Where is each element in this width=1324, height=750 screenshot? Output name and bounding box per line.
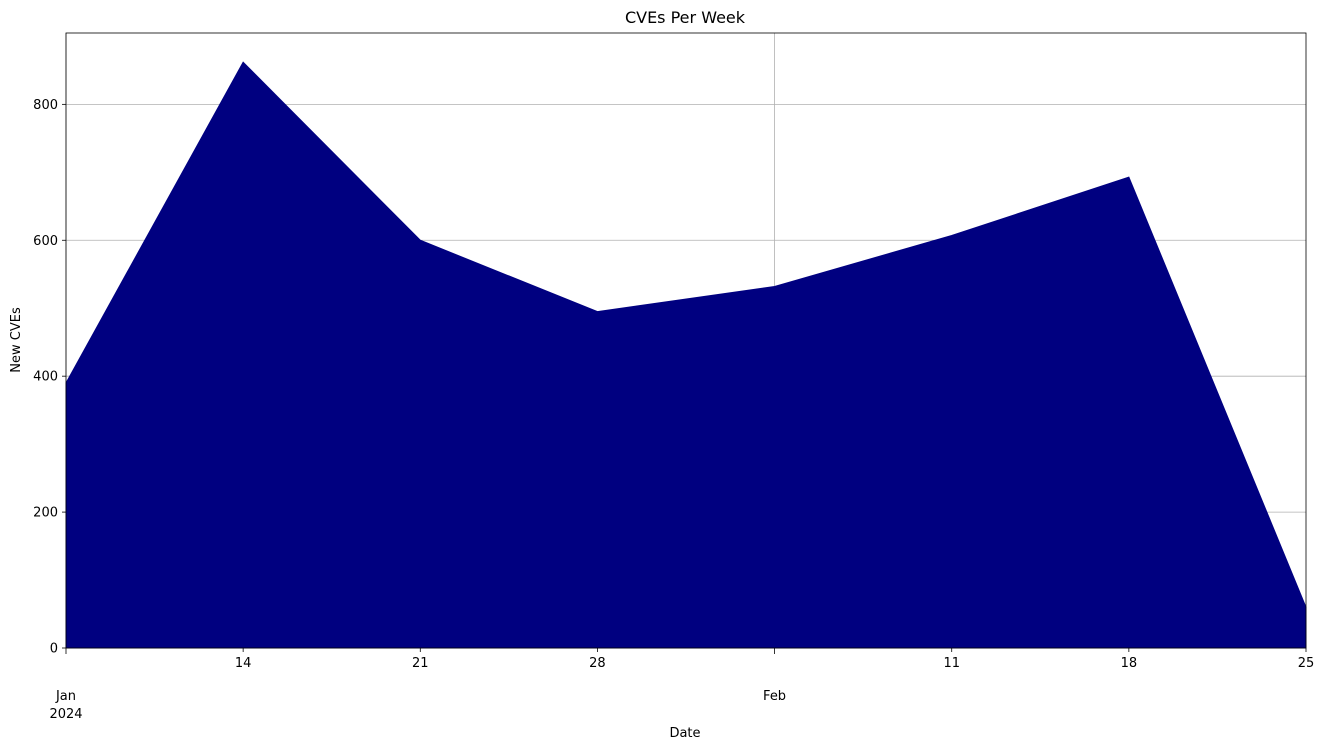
x-tick-label: 28 <box>589 656 606 671</box>
ticks-layer: 0 200 400 600 800 Jan 2024 14 21 28 Feb 11 18 25 <box>33 98 1314 722</box>
x-tick-label: 21 <box>412 656 429 671</box>
x-tick-label: 14 <box>235 656 252 671</box>
x-tick-sublabel: 2024 <box>49 707 82 722</box>
x-tick-label: Jan <box>55 689 76 704</box>
y-tick-label: 200 <box>33 506 58 521</box>
x-tick-label: 11 <box>943 656 960 671</box>
x-tick-label: 18 <box>1121 656 1138 671</box>
plot-frame <box>65 32 1307 649</box>
y-tick-label: 0 <box>50 642 58 657</box>
y-tick-label: 400 <box>33 370 58 385</box>
x-axis-label: Date <box>669 726 700 741</box>
x-tick-label: Feb <box>763 689 786 704</box>
y-axis-label: New CVEs <box>9 307 24 373</box>
series-area <box>65 61 1307 649</box>
y-tick-label: 800 <box>33 98 58 113</box>
x-tick-label: 25 <box>1298 656 1315 671</box>
y-tick-label: 600 <box>33 234 58 249</box>
chart-title: CVEs Per Week <box>625 8 746 27</box>
